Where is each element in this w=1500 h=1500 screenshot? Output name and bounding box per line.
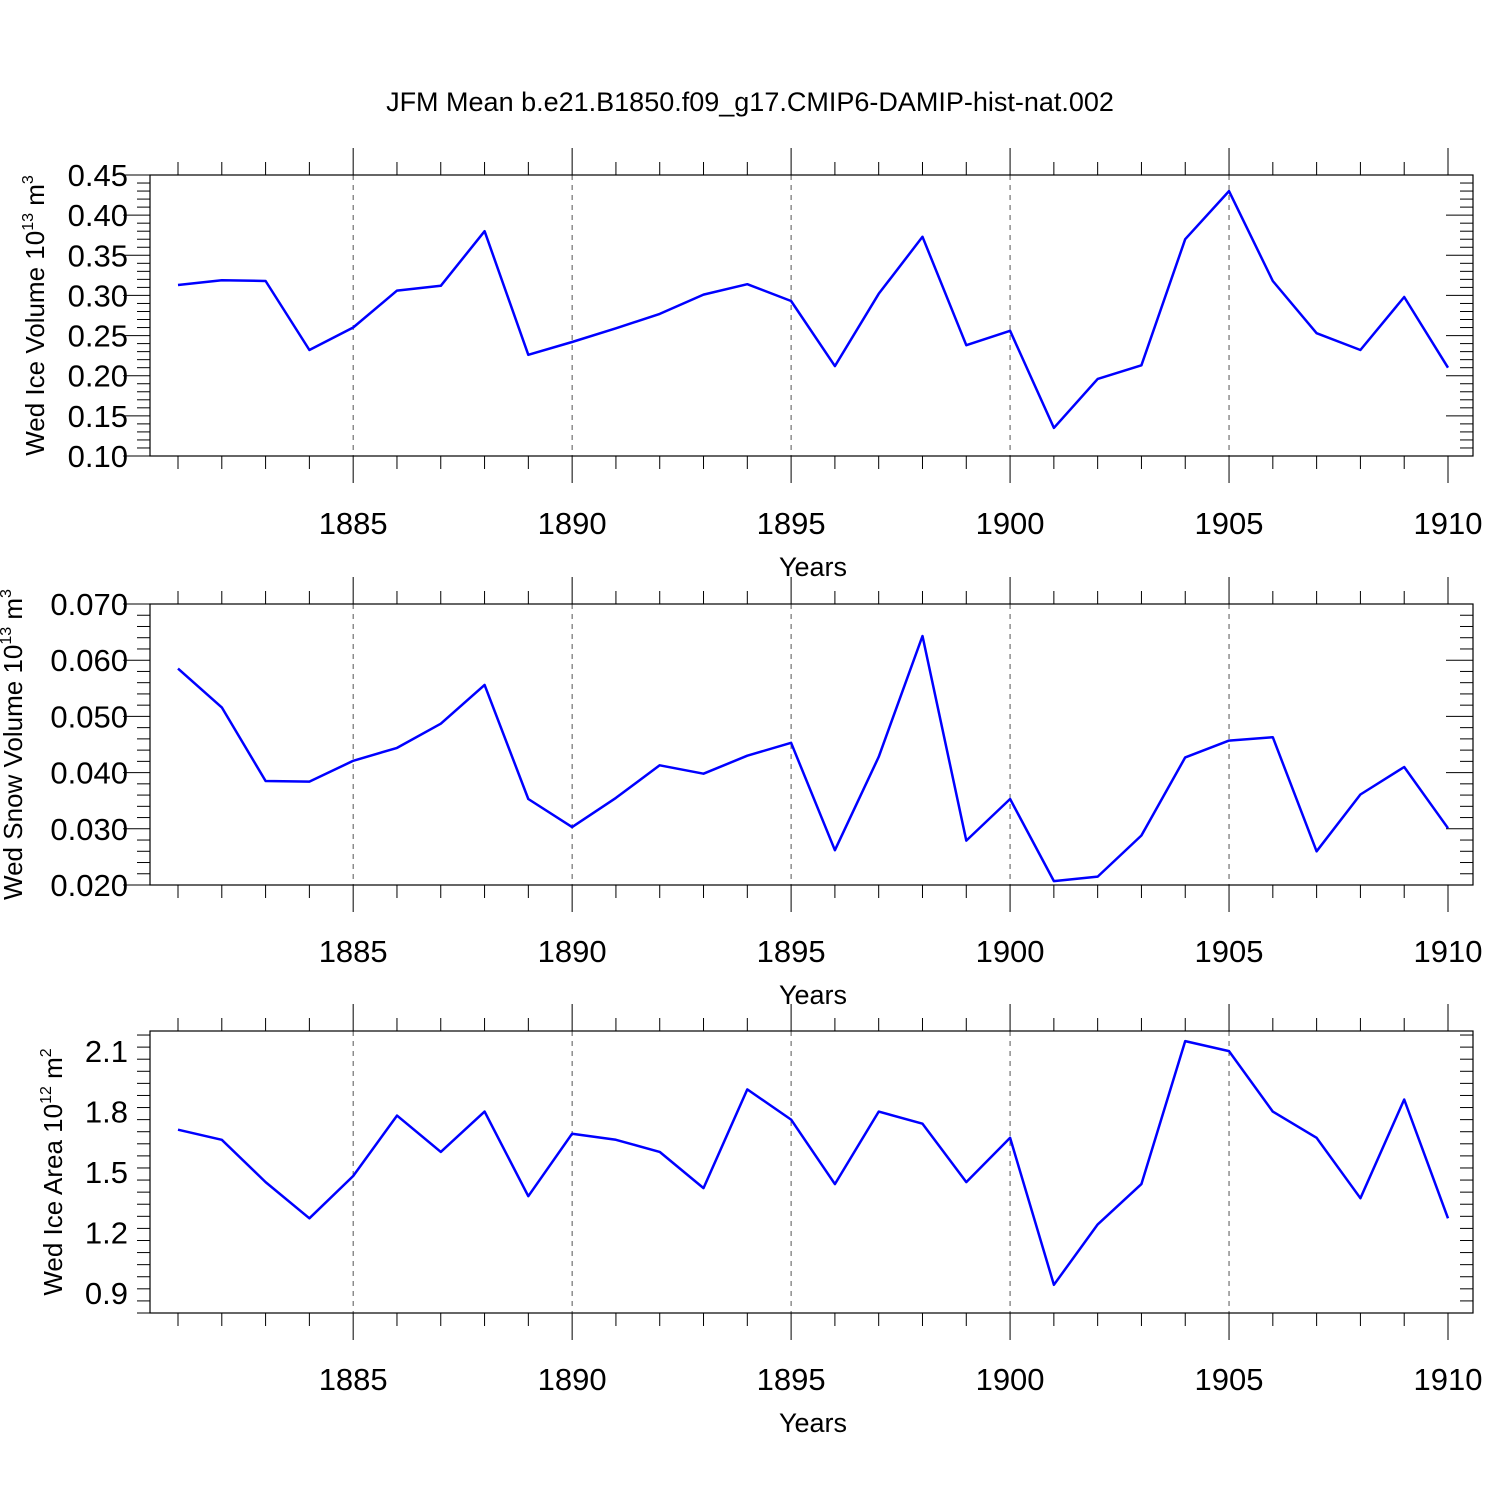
y-tick-label: 0.050 [50, 699, 128, 734]
x-axis-label: Years [779, 552, 847, 582]
x-tick-label: 1890 [538, 1362, 607, 1397]
x-tick-label: 1905 [1195, 506, 1264, 541]
x-tick-label: 1885 [319, 506, 388, 541]
x-tick-label: 1885 [319, 934, 388, 969]
y-tick-label: 0.25 [68, 319, 128, 354]
y-tick-label: 0.45 [68, 158, 128, 193]
y-axis-label: Wed Ice Area 1012 m2 [38, 1048, 68, 1295]
y-axis-label: Wed Snow Volume 1013 m3 [0, 589, 28, 900]
x-axis-label: Years [779, 1408, 847, 1438]
y-axis-label: Wed Ice Volume 1013 m3 [20, 175, 50, 456]
x-tick-label: 1895 [757, 1362, 826, 1397]
panels: 0.10 0.15 0.20 0.25 0.30 0.35 0.40 0.45 1885 1890… [0, 148, 1482, 1438]
x-tick-label: 1895 [757, 506, 826, 541]
panel-2: 0.020 0.030 0.040 0.050 0.060 0.070 1885 1890 18… [0, 577, 1482, 1010]
y-tick-label: 0.9 [85, 1276, 128, 1311]
series-line [177, 634, 1450, 883]
panel-1: 0.10 0.15 0.20 0.25 0.30 0.35 0.40 0.45 1885 1890… [20, 148, 1482, 582]
y-tick-label: 0.030 [50, 812, 128, 847]
figure-title: JFM Mean b.e21.B1850.f09_g17.CMIP6-DAMIP… [386, 87, 1114, 117]
x-tick-label: 1900 [976, 1362, 1045, 1397]
y-tick-label: 0.060 [50, 643, 128, 678]
y-tick-label: 1.2 [85, 1215, 128, 1250]
y-tick-label: 0.35 [68, 238, 128, 273]
y-tick-label: 0.10 [68, 439, 128, 474]
x-tick-label: 1905 [1195, 1362, 1264, 1397]
x-tick-label: 1910 [1414, 1362, 1483, 1397]
plot-frame [149, 174, 1474, 457]
series-line [177, 1039, 1450, 1287]
y-tick-label: 0.020 [50, 868, 128, 903]
x-tick-label: 1895 [757, 934, 826, 969]
y-tick-label: 0.30 [68, 278, 128, 313]
y-tick-label: 1.5 [85, 1155, 128, 1190]
y-tick-label: 0.40 [68, 198, 128, 233]
y-tick-label: 0.070 [50, 587, 128, 622]
panel-3: 0.9 1.2 1.5 1.8 2.1 1885 1890 1895 1900 1905 1910 Y… [38, 1004, 1482, 1438]
plot-frame [149, 1030, 1474, 1314]
x-tick-label: 1900 [976, 934, 1045, 969]
y-tick-label: 0.040 [50, 756, 128, 791]
x-tick-label: 1890 [538, 506, 607, 541]
x-tick-label: 1890 [538, 934, 607, 969]
y-tick-label: 0.15 [68, 399, 128, 434]
x-tick-label: 1910 [1414, 934, 1483, 969]
y-tick-label: 1.8 [85, 1095, 128, 1130]
series-line [177, 189, 1450, 430]
x-tick-label: 1910 [1414, 506, 1483, 541]
y-tick-label: 0.20 [68, 359, 128, 394]
x-tick-label: 1905 [1195, 934, 1264, 969]
x-tick-label: 1885 [319, 1362, 388, 1397]
plot-frame [149, 603, 1474, 886]
x-axis-label: Years [779, 980, 847, 1010]
x-tick-label: 1900 [976, 506, 1045, 541]
y-tick-label: 2.1 [85, 1034, 128, 1069]
